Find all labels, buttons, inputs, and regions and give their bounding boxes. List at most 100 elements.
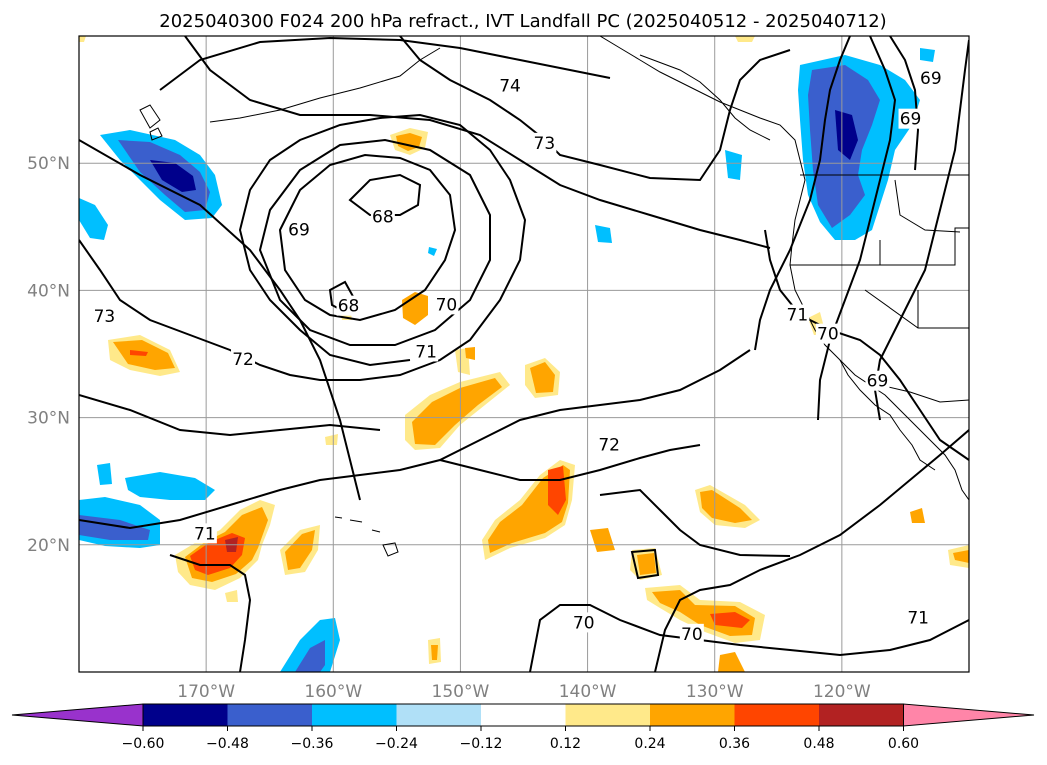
contour-label-background [532,132,557,153]
contour-label-background [785,304,810,325]
contour-line-72 [439,444,701,481]
colorbar-segment [650,704,735,726]
hawaii-island [382,542,399,557]
colorbar-tick-label: 0.60 [888,736,919,752]
negative-anomaly-region [79,198,108,240]
positive-anomaly-region [910,508,925,523]
positive-anomaly-region [710,612,750,628]
positive-anomaly-region [130,350,148,356]
contour-line [159,36,611,91]
longitude-tick-label: 170°W [177,682,235,702]
negative-anomaly-region [920,48,935,62]
contour-label-background [92,305,117,326]
contour-line [764,229,969,461]
longitude-tick-label: 120°W [813,682,871,702]
contour-label: 72 [598,435,620,455]
contour-label-background [815,323,840,344]
contour-label: 70 [681,625,703,645]
longitude-tick-label: 140°W [559,682,617,702]
contour-line [889,36,920,171]
state-border [894,179,961,233]
negative-anomaly-region [125,472,215,500]
contour-line [630,548,660,580]
contour-labels: 74 73 69 69 68 69 73 68 70 71 72 72 71 70 69 71 70 70 71 [92,67,943,645]
contour-label: 70 [573,613,595,633]
positive-anomaly-region [718,652,745,672]
colorbar-segment [819,704,904,726]
aleutian-islands [209,47,441,123]
contour-label-background [286,219,311,240]
latitude-tick-label: 30°N [27,409,70,429]
positive-anomaly-region [285,530,315,570]
negative-anomaly-region [97,463,112,485]
colorbar-extend-min [11,703,144,727]
negative-anomaly-region [79,515,150,540]
contour-label: 71 [194,524,216,544]
negative-anomaly-core [835,110,858,160]
colorbar-tick-label: −0.36 [291,736,334,752]
contour-label: 69 [867,372,889,392]
contour-label-background [370,206,395,227]
contour-label: 71 [907,608,929,628]
negative-anomaly-region [428,247,437,256]
contour-label-background [571,612,596,633]
colorbar-segment [312,704,397,726]
contour-label: 74 [499,77,521,97]
positive-anomaly-region [735,36,755,42]
contour-label: 69 [288,220,310,240]
contour-line [599,488,791,557]
colorbar-tick-label: 0.24 [634,736,665,752]
contour-line [754,36,851,351]
contour-line [399,36,791,182]
north-america-coastline [599,36,969,501]
hawaii-island [349,519,363,523]
longitude-tick-label: 130°W [686,682,744,702]
contour-label: 70 [817,325,839,345]
positive-anomaly-region [225,590,238,602]
contour-label: 73 [534,134,556,154]
refractivity-contours [79,36,969,672]
contour-line [654,429,969,672]
contour-label: 73 [94,307,116,327]
contour-label: 69 [920,69,942,89]
colorbar-segment [396,704,481,726]
contour-label-background [414,341,439,362]
contour-label-background [679,623,704,644]
colorbar-tick-label: −0.60 [122,736,165,752]
island [149,127,163,141]
contour-label: 68 [372,208,394,228]
state-border [880,227,969,266]
colorbar-segment [734,704,819,726]
negative-anomaly-core [150,160,196,192]
positive-anomaly-region [548,466,566,515]
positive-anomaly-region [325,434,338,445]
colorbar-frame [142,703,904,727]
positive-anomaly-region [953,550,969,563]
island [139,104,161,129]
contour-label: 68 [338,297,360,317]
positive-anomaly-region [637,553,656,575]
positive-anomaly-region [412,378,502,445]
map-panel: 74 73 69 69 68 69 73 68 70 71 72 72 71 70 69 71 70 70 71 [79,36,969,672]
contour-label-background [336,295,361,316]
contour-label-background [918,67,943,88]
negative-anomaly-region [725,150,742,180]
positive-anomaly-region [79,36,86,42]
contour-label-background [434,294,459,315]
colorbar-segment [565,704,650,726]
contour-line [79,394,381,437]
contour-label-background [906,607,931,628]
colorbar-extend-max [903,703,1035,727]
contour-line [258,138,491,346]
contour-line [817,36,897,421]
contour-label: 71 [415,342,437,362]
longitude-tick-label: 150°W [432,682,490,702]
contour-label-background [498,75,523,96]
colorbar-segment [227,704,312,726]
contour-line [169,554,252,672]
negative-anomaly-region [595,225,612,243]
hawaii-island [371,529,381,533]
contour-label-background [898,108,923,129]
colorbar: −0.60 −0.48 −0.36 −0.24 −0.12 0.12 0.24 0.36 0.4… [11,703,1035,752]
us-mexico-border [879,384,969,403]
